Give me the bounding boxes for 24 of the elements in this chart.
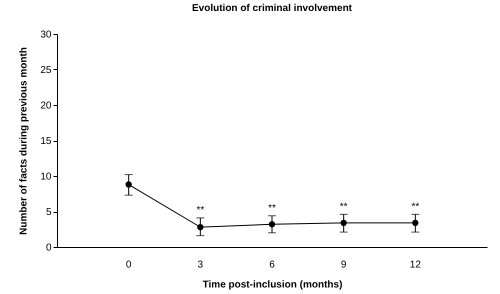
point [197, 224, 204, 230]
annotation: ** [196, 205, 204, 216]
x-tick-label: 3 [198, 260, 204, 270]
chart-title: Evolution of criminal involvement [192, 3, 353, 14]
annotation: ** [340, 202, 348, 212]
y-tick-label: 30 [40, 30, 52, 40]
y-tick-label: 20 [40, 100, 52, 112]
y-tick-label: 25 [40, 65, 52, 76]
y-tick-label: 5 [46, 207, 52, 218]
y-tick-label: 0 [46, 242, 52, 254]
x-tick-label: 9 [340, 260, 347, 270]
x-axis-title: Time post-inclusion (months) [202, 280, 342, 290]
y-axis-title: Number of facts during previous month [18, 47, 30, 235]
x-tick-label: 0 [126, 260, 132, 270]
annotation: ** [411, 202, 420, 212]
x-tick-label: 12 [410, 260, 422, 270]
y-tick-label: 15 [40, 136, 52, 147]
point [268, 221, 276, 228]
point [340, 220, 347, 226]
y-tick-label: 10 [40, 172, 52, 182]
annotation: ** [268, 202, 276, 214]
x-tick-label: 6 [269, 260, 276, 270]
point [412, 220, 418, 226]
point [126, 181, 132, 188]
